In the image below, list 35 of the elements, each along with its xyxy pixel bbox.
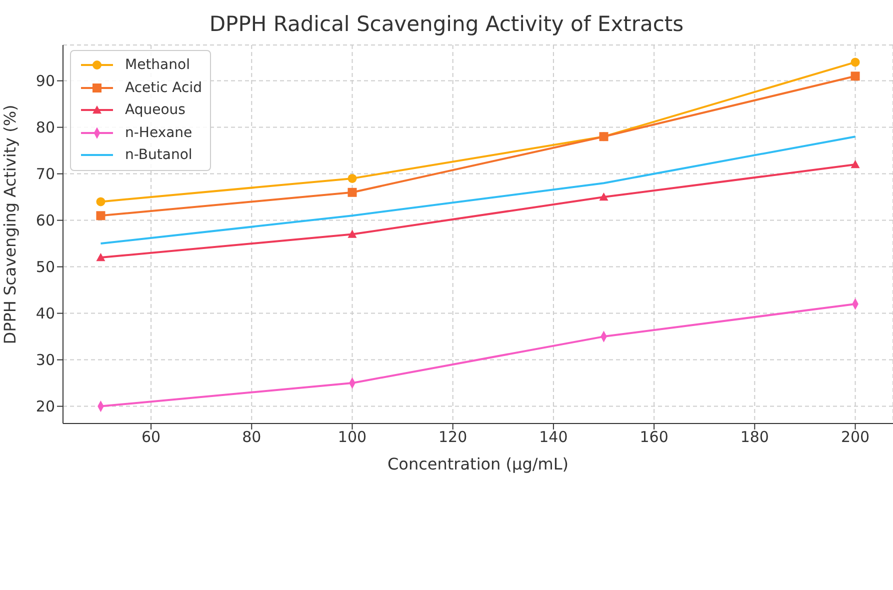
legend-label: Acetic Acid (125, 80, 202, 96)
y-tick-label: 20 (36, 398, 55, 416)
point (850, 58, 860, 67)
y-tick-label: 60 (36, 212, 55, 230)
chart-title: DPPH Radical Scavenging Activity of Extracts (208, 12, 685, 36)
point (348, 188, 357, 197)
y-tick-label: 40 (36, 304, 55, 323)
x-tick-label: 160 (640, 428, 668, 446)
x-tick-label: 180 (740, 428, 769, 446)
point (96, 197, 106, 206)
y-tick-label: 30 (36, 351, 55, 370)
point (850, 72, 860, 81)
y-tick-label: 70 (36, 165, 55, 184)
legend-label: Methanol (125, 57, 190, 74)
x-tick-label: 100 (338, 428, 367, 446)
y-axis-title: DPPH Scavenging Activity (%) (0, 104, 20, 344)
y-tick-label: 90 (36, 72, 55, 90)
line-series (100, 136, 856, 245)
legend-label: n-Butanol (125, 147, 192, 164)
point (348, 174, 357, 183)
point (348, 230, 357, 238)
x-tick-label: 200 (840, 428, 870, 446)
x-tick-label: 140 (539, 428, 568, 446)
x-axis-title: Concentration (μg/mL) (388, 454, 568, 474)
x-tick-label: 60 (141, 428, 161, 446)
point (96, 253, 106, 262)
point (96, 211, 106, 220)
y-tick-label: 80 (36, 118, 55, 137)
y-tick-label: 50 (36, 258, 55, 276)
legend-label: n-Hexane (125, 124, 192, 141)
point (850, 160, 860, 168)
x-tick-label: 80 (242, 428, 262, 446)
legend-label: Aqueous (125, 102, 186, 118)
point (599, 192, 608, 201)
x-tick-label: 120 (438, 428, 468, 446)
